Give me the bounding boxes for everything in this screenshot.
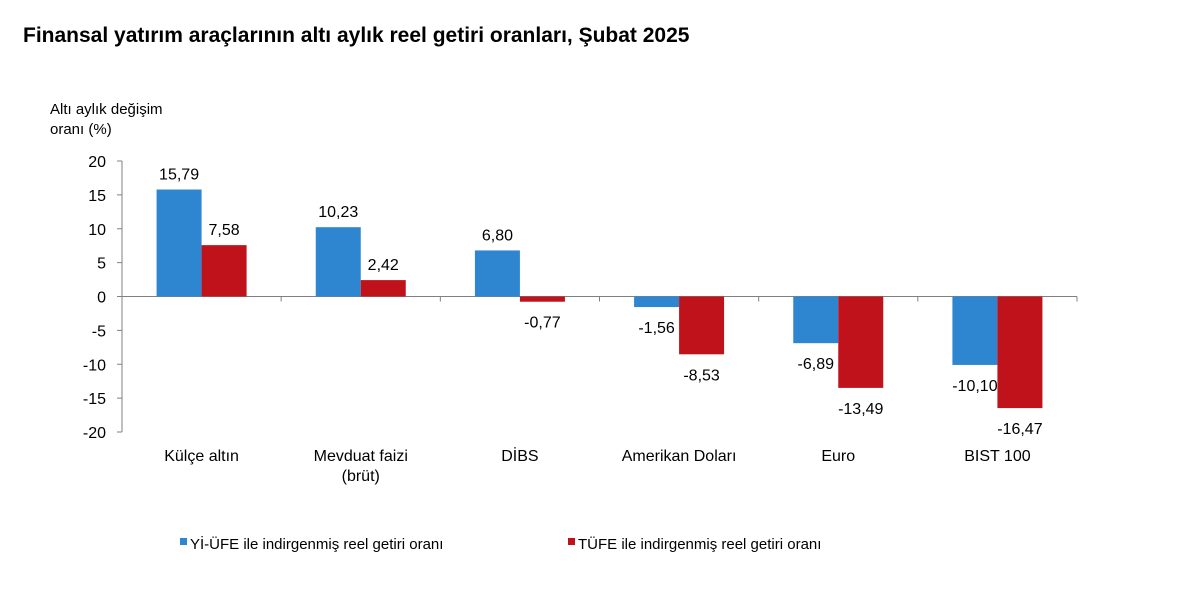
axes: Altı aylık değişim oranı (%) 20 15 10 5 0 -5 -10… xyxy=(50,101,1078,485)
data-label: 10,23 xyxy=(318,204,358,221)
data-label: -6,89 xyxy=(798,356,835,373)
data-labels: 15,79 10,23 6,80 -1,56 -6,89 -10,10 7,58 2,42 -0… xyxy=(159,167,1043,439)
bars xyxy=(156,189,1043,409)
data-label: -1,56 xyxy=(638,320,675,337)
y-tick-label: 10 xyxy=(88,222,106,239)
legend-label: TÜFE ile indirgenmiş reel getiri oranı xyxy=(578,535,821,553)
y-tick-label: -10 xyxy=(83,357,106,374)
y-tick-label: 0 xyxy=(97,290,106,307)
y-tick-label: -20 xyxy=(83,425,106,442)
data-label: -8,53 xyxy=(683,367,720,384)
x-category-label: BIST 100 xyxy=(964,448,1031,465)
x-category-label: DİBS xyxy=(501,446,538,465)
data-label: 7,58 xyxy=(209,222,240,239)
chart-title: Finansal yatırım araçlarının altı aylık … xyxy=(23,24,690,47)
bar-series-2 xyxy=(519,296,565,302)
data-label: 2,42 xyxy=(368,257,399,274)
x-category-label: (brüt) xyxy=(342,468,380,485)
bar-series-2 xyxy=(838,296,884,388)
bar-series-1 xyxy=(315,227,361,297)
bar-series-2 xyxy=(679,296,725,355)
bar-series-1 xyxy=(952,296,998,365)
legend-swatch xyxy=(180,538,187,545)
data-label: -10,10 xyxy=(952,378,997,395)
data-label: 6,80 xyxy=(482,227,513,244)
legend-label: Yİ-ÜFE ile indirgenmiş reel getiri oranı xyxy=(190,535,443,553)
data-label: 15,79 xyxy=(159,167,199,184)
x-category-label: Euro xyxy=(821,448,855,465)
y-tick-label: -15 xyxy=(83,391,106,408)
y-axis-title-line: oranı (%) xyxy=(50,121,112,138)
y-tick-label: 15 xyxy=(88,188,106,205)
data-label: -0,77 xyxy=(524,315,561,332)
data-label: -16,47 xyxy=(997,421,1042,438)
x-category-label: Mevduat faizi xyxy=(314,448,408,465)
y-axis-title-line: Altı aylık değişim xyxy=(50,101,163,118)
bar-series-1 xyxy=(634,296,680,308)
y-tick-label: 5 xyxy=(97,256,106,273)
x-category-label: Külçe altın xyxy=(164,448,239,465)
data-label: -13,49 xyxy=(838,401,883,418)
legend-swatch xyxy=(568,538,575,545)
bar-series-1 xyxy=(474,250,520,297)
y-tick-label: -5 xyxy=(92,323,106,340)
y-tick-label: 20 xyxy=(88,154,106,171)
bar-series-1 xyxy=(793,296,839,344)
bar-series-2 xyxy=(997,296,1043,409)
legend: Yİ-ÜFE ile indirgenmiş reel getiri oranı… xyxy=(180,535,821,553)
bar-series-2 xyxy=(360,280,406,297)
x-category-label: Amerikan Doları xyxy=(622,448,737,465)
bar-series-2 xyxy=(201,245,247,297)
bar-series-1 xyxy=(156,189,202,297)
